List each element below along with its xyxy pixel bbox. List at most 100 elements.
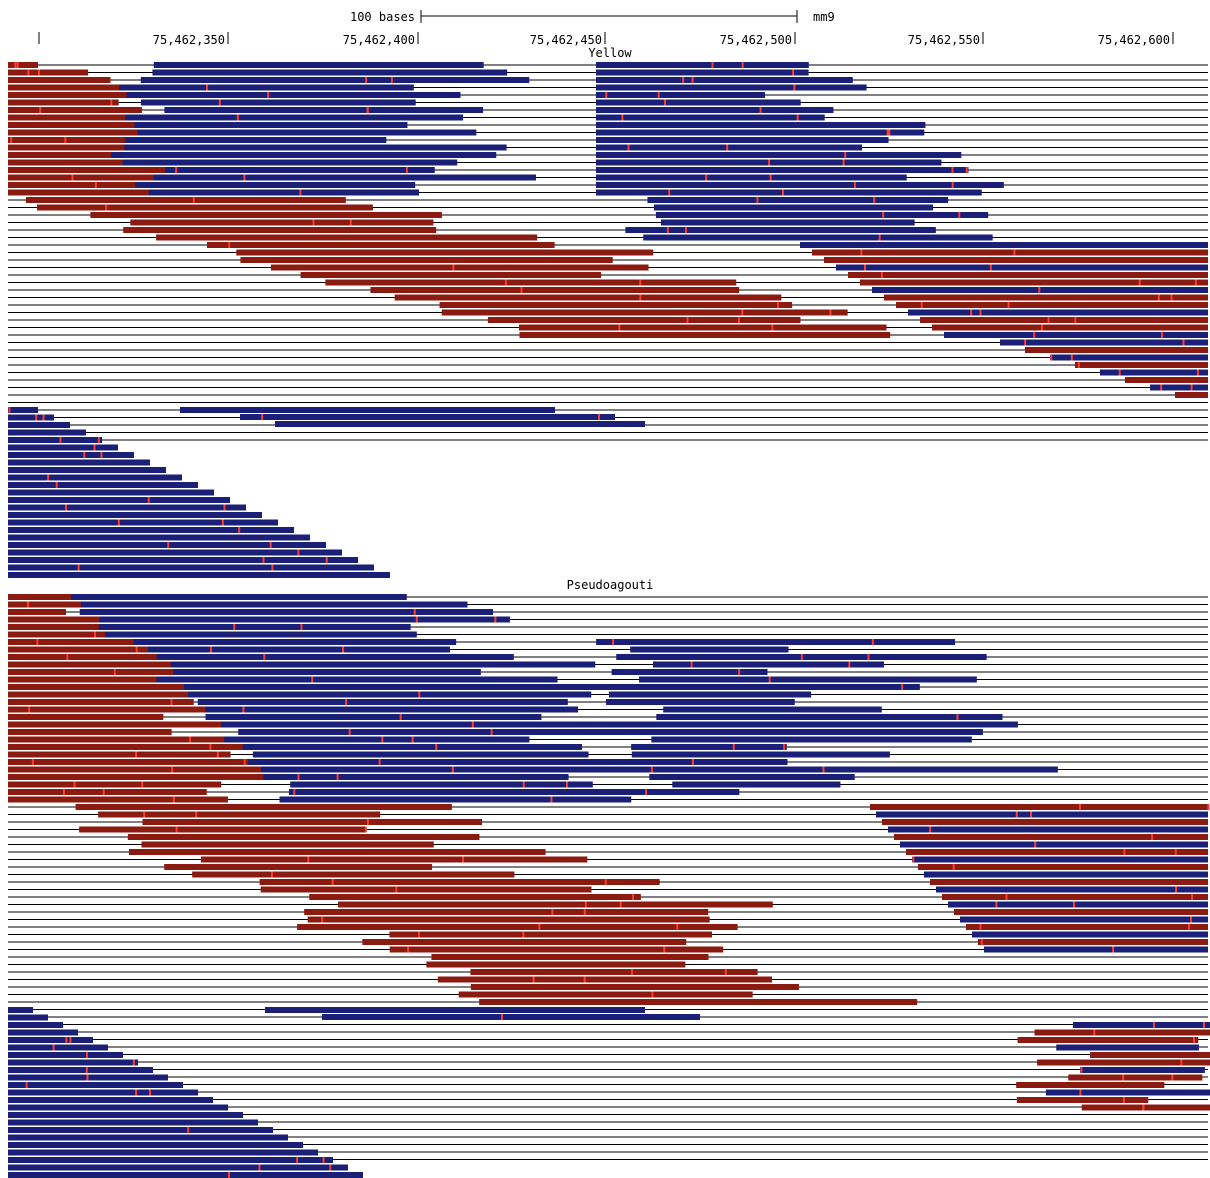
forward-read[interactable] bbox=[8, 796, 228, 803]
reverse-read[interactable] bbox=[8, 1052, 123, 1058]
forward-read[interactable] bbox=[1016, 1097, 1149, 1103]
reverse-read[interactable] bbox=[147, 646, 450, 653]
reverse-read[interactable] bbox=[8, 474, 182, 481]
forward-read[interactable] bbox=[8, 789, 207, 795]
reverse-read[interactable] bbox=[8, 437, 102, 443]
forward-read[interactable] bbox=[812, 249, 1208, 256]
reverse-read[interactable] bbox=[596, 144, 863, 151]
forward-read[interactable] bbox=[8, 654, 243, 660]
reverse-read[interactable] bbox=[126, 92, 461, 98]
reverse-read[interactable] bbox=[98, 624, 411, 630]
reverse-read[interactable] bbox=[908, 309, 1208, 316]
reverse-read[interactable] bbox=[224, 736, 530, 743]
forward-read[interactable] bbox=[966, 924, 1208, 930]
reverse-read[interactable] bbox=[8, 422, 70, 428]
forward-read[interactable] bbox=[1175, 392, 1208, 398]
reverse-read[interactable] bbox=[263, 774, 569, 780]
reverse-read[interactable] bbox=[8, 407, 38, 413]
reverse-read[interactable] bbox=[80, 601, 468, 608]
forward-read[interactable] bbox=[127, 834, 480, 840]
forward-read[interactable] bbox=[8, 167, 208, 173]
reverse-read[interactable] bbox=[252, 751, 589, 758]
reverse-read[interactable] bbox=[8, 1044, 108, 1051]
reverse-read[interactable] bbox=[8, 1089, 198, 1096]
reverse-read[interactable] bbox=[653, 204, 934, 211]
reverse-read[interactable] bbox=[125, 114, 464, 121]
forward-read[interactable] bbox=[8, 691, 235, 698]
reverse-read[interactable] bbox=[656, 714, 1003, 720]
forward-read[interactable] bbox=[8, 69, 89, 76]
forward-read[interactable] bbox=[896, 302, 1208, 308]
forward-read[interactable] bbox=[8, 721, 282, 728]
forward-read[interactable] bbox=[882, 819, 1208, 825]
reverse-read[interactable] bbox=[924, 871, 1208, 878]
forward-read[interactable] bbox=[1017, 1037, 1199, 1043]
reverse-read[interactable] bbox=[596, 77, 853, 83]
forward-read[interactable] bbox=[431, 954, 709, 960]
forward-read[interactable] bbox=[8, 676, 235, 683]
reverse-read[interactable] bbox=[8, 1142, 303, 1148]
forward-read[interactable] bbox=[8, 669, 235, 675]
reverse-read[interactable] bbox=[248, 759, 659, 765]
reverse-read[interactable] bbox=[8, 1082, 183, 1088]
forward-read[interactable] bbox=[954, 909, 1208, 915]
reverse-read[interactable] bbox=[8, 1119, 258, 1126]
reverse-read[interactable] bbox=[140, 99, 416, 106]
forward-read[interactable] bbox=[389, 931, 713, 938]
reverse-read[interactable] bbox=[288, 789, 740, 795]
reverse-read[interactable] bbox=[148, 189, 420, 196]
reverse-read[interactable] bbox=[972, 931, 1208, 938]
reverse-read[interactable] bbox=[649, 774, 855, 780]
reverse-read[interactable] bbox=[596, 122, 926, 128]
forward-read[interactable] bbox=[240, 257, 613, 263]
reverse-read[interactable] bbox=[290, 781, 593, 788]
reverse-read[interactable] bbox=[104, 631, 417, 638]
forward-read[interactable] bbox=[8, 639, 150, 645]
forward-read[interactable] bbox=[389, 946, 724, 953]
forward-read[interactable] bbox=[8, 706, 229, 713]
reverse-read[interactable] bbox=[8, 1029, 78, 1036]
forward-read[interactable] bbox=[8, 729, 172, 735]
reverse-read[interactable] bbox=[173, 669, 481, 675]
reverse-read[interactable] bbox=[960, 916, 1208, 923]
reverse-read[interactable] bbox=[205, 714, 542, 720]
reverse-read[interactable] bbox=[8, 1127, 273, 1133]
reverse-read[interactable] bbox=[188, 691, 592, 698]
reverse-read[interactable] bbox=[8, 519, 278, 526]
reverse-read[interactable] bbox=[119, 84, 414, 91]
forward-read[interactable] bbox=[1075, 362, 1208, 368]
reverse-read[interactable] bbox=[8, 1172, 363, 1178]
reverse-read[interactable] bbox=[8, 459, 150, 466]
forward-read[interactable] bbox=[8, 99, 119, 106]
forward-read[interactable] bbox=[164, 864, 433, 870]
forward-read[interactable] bbox=[8, 609, 66, 615]
forward-read[interactable] bbox=[441, 309, 848, 316]
forward-read[interactable] bbox=[824, 257, 1208, 263]
reverse-read[interactable] bbox=[631, 751, 890, 758]
reverse-read[interactable] bbox=[596, 92, 765, 98]
forward-read[interactable] bbox=[75, 804, 452, 810]
reverse-read[interactable] bbox=[8, 1067, 153, 1073]
reverse-read[interactable] bbox=[1045, 1089, 1210, 1096]
forward-read[interactable] bbox=[37, 204, 373, 211]
forward-read[interactable] bbox=[8, 736, 320, 743]
reverse-read[interactable] bbox=[156, 654, 514, 660]
forward-read[interactable] bbox=[325, 279, 737, 286]
reverse-read[interactable] bbox=[1050, 354, 1208, 361]
forward-read[interactable] bbox=[8, 144, 215, 151]
reverse-read[interactable] bbox=[8, 1112, 243, 1118]
forward-read[interactable] bbox=[518, 324, 887, 331]
forward-read[interactable] bbox=[79, 826, 366, 833]
forward-read[interactable] bbox=[860, 279, 1208, 286]
reverse-read[interactable] bbox=[8, 1007, 33, 1013]
reverse-read[interactable] bbox=[111, 152, 497, 158]
forward-read[interactable] bbox=[307, 916, 710, 923]
forward-read[interactable] bbox=[519, 332, 891, 338]
forward-read[interactable] bbox=[8, 152, 183, 158]
reverse-read[interactable] bbox=[638, 729, 983, 735]
forward-read[interactable] bbox=[906, 849, 1208, 855]
reverse-read[interactable] bbox=[596, 174, 907, 181]
reverse-read[interactable] bbox=[8, 1134, 288, 1141]
reverse-read[interactable] bbox=[8, 444, 118, 451]
reverse-read[interactable] bbox=[164, 107, 484, 113]
